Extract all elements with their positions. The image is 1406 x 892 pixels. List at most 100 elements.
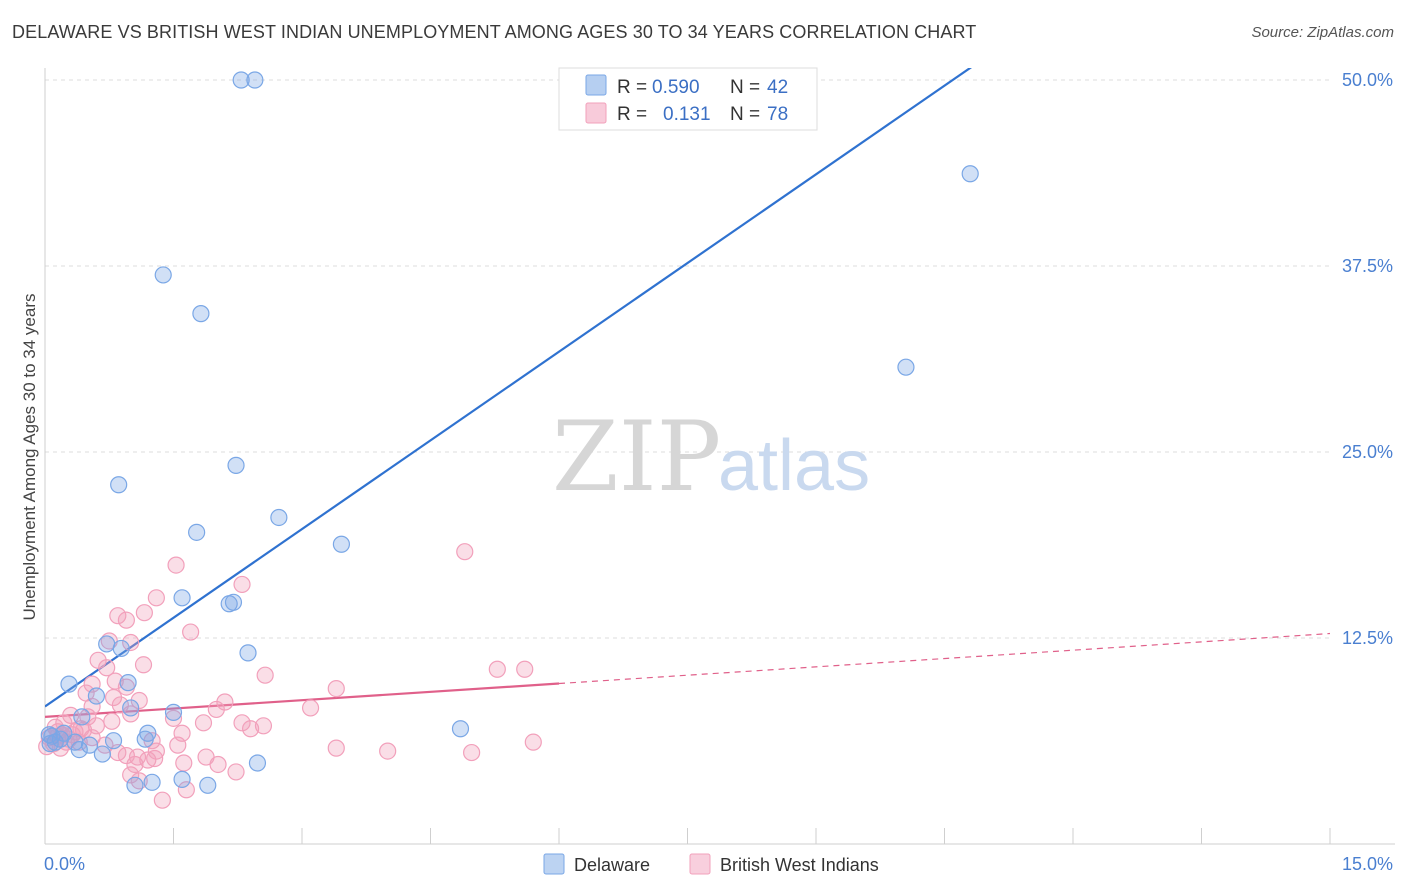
bottom-legend-label-delaware: Delaware bbox=[574, 855, 650, 875]
point-1-59 bbox=[146, 749, 164, 768]
point-0-8 bbox=[270, 508, 288, 527]
point-0-17 bbox=[119, 674, 137, 692]
point-0-11 bbox=[173, 589, 191, 607]
point-1-24 bbox=[83, 697, 101, 716]
point-1-26 bbox=[301, 699, 320, 717]
watermark-zip: ZIP bbox=[552, 401, 721, 513]
point-0-1 bbox=[246, 71, 264, 89]
point-0-30 bbox=[80, 736, 99, 754]
point-1-7 bbox=[182, 623, 200, 641]
point-0-25 bbox=[136, 730, 154, 748]
legend-r-label-bwi: R = bbox=[617, 104, 647, 125]
point-1-14 bbox=[516, 660, 534, 678]
point-1-36 bbox=[233, 714, 251, 732]
point-0-18 bbox=[60, 675, 78, 693]
point-0-5 bbox=[897, 358, 915, 376]
point-1-75 bbox=[74, 721, 93, 739]
point-0-6 bbox=[227, 456, 245, 474]
x-tick-label-1: 15.0% bbox=[1342, 854, 1393, 874]
legend-n-label-bwi: N = bbox=[730, 104, 760, 125]
point-0-4 bbox=[192, 305, 210, 323]
legend-r-value-bwi: 0.131 bbox=[663, 104, 711, 125]
chart-title: DELAWARE VS BRITISH WEST INDIAN UNEMPLOY… bbox=[12, 22, 977, 42]
point-1-6 bbox=[117, 611, 135, 629]
point-1-70 bbox=[177, 781, 195, 799]
point-0-7 bbox=[110, 476, 128, 494]
watermark-atlas: atlas bbox=[718, 426, 870, 506]
point-1-57 bbox=[126, 755, 144, 774]
point-1-27 bbox=[207, 700, 225, 719]
trend-line-dashed-1 bbox=[558, 632, 1330, 685]
y-axis-label: Unemployment Among Ages 30 to 34 years bbox=[20, 294, 39, 621]
legend-swatch-delaware bbox=[585, 74, 607, 96]
point-1-64 bbox=[379, 742, 397, 760]
point-0-20 bbox=[122, 699, 140, 717]
legend-n-value-bwi: 78 bbox=[767, 104, 788, 125]
bottom-legend-swatch-bwi bbox=[689, 853, 711, 875]
legend-n-label-delaware: N = bbox=[730, 77, 760, 98]
point-1-1 bbox=[167, 556, 185, 574]
point-0-0 bbox=[232, 71, 250, 89]
data-points bbox=[38, 71, 979, 809]
point-1-52 bbox=[169, 736, 187, 754]
bottom-legend-swatch-delaware bbox=[543, 853, 565, 875]
point-1-58 bbox=[139, 751, 157, 769]
point-0-36 bbox=[143, 773, 161, 791]
point-0-39 bbox=[248, 754, 267, 772]
trend-lines bbox=[45, 68, 1330, 718]
point-0-34 bbox=[93, 745, 111, 763]
point-1-4 bbox=[135, 604, 153, 622]
y-tick-labels: 12.5% 25.0% 37.5% 50.0% bbox=[1342, 70, 1393, 648]
point-0-16 bbox=[239, 644, 257, 662]
point-1-2 bbox=[233, 575, 251, 594]
point-0-14 bbox=[98, 635, 116, 653]
trend-line-1 bbox=[45, 682, 560, 718]
point-1-67 bbox=[227, 763, 245, 781]
point-0-2 bbox=[961, 165, 979, 183]
point-1-12 bbox=[98, 659, 116, 677]
point-1-11 bbox=[134, 656, 153, 674]
watermark: ZIP atlas bbox=[552, 401, 870, 513]
grid-lines bbox=[45, 79, 1330, 639]
point-1-63 bbox=[327, 739, 345, 757]
point-1-56 bbox=[117, 746, 135, 765]
point-0-15 bbox=[112, 639, 130, 658]
point-0-40 bbox=[40, 726, 58, 744]
point-0-9 bbox=[188, 523, 206, 541]
point-1-3 bbox=[147, 589, 165, 607]
point-0-19 bbox=[87, 687, 106, 705]
point-1-13 bbox=[488, 660, 506, 678]
point-1-71 bbox=[153, 791, 171, 809]
x-tick-label-0: 0.0% bbox=[44, 854, 85, 874]
point-1-60 bbox=[175, 754, 193, 772]
trend-line-0 bbox=[45, 68, 973, 708]
legend-swatch-bwi bbox=[585, 102, 607, 124]
point-0-3 bbox=[154, 266, 172, 284]
point-1-31 bbox=[103, 712, 121, 730]
point-1-37 bbox=[254, 717, 273, 735]
y-tick-label-1: 25.0% bbox=[1342, 442, 1393, 462]
point-0-33 bbox=[66, 733, 84, 751]
point-1-65 bbox=[463, 743, 481, 762]
point-1-0 bbox=[456, 543, 474, 561]
point-1-68 bbox=[122, 766, 140, 784]
point-1-8 bbox=[122, 633, 140, 652]
axes bbox=[44, 68, 1395, 845]
legend-n-value-delaware: 42 bbox=[767, 77, 788, 98]
source-label: Source: ZipAtlas.com bbox=[1251, 24, 1394, 41]
point-0-37 bbox=[173, 770, 191, 788]
legend: R = 0.590 N = 42 R = 0.131 N = 78 bbox=[558, 67, 818, 131]
point-0-21 bbox=[164, 703, 183, 722]
point-1-5 bbox=[109, 607, 127, 625]
legend-r-label-delaware: R = bbox=[617, 77, 647, 98]
point-0-13 bbox=[224, 593, 243, 611]
point-1-28 bbox=[122, 705, 140, 723]
point-1-38 bbox=[242, 720, 260, 738]
point-0-24 bbox=[451, 720, 470, 738]
point-0-41 bbox=[55, 724, 73, 742]
legend-r-value-delaware: 0.590 bbox=[652, 77, 700, 98]
point-1-19 bbox=[327, 679, 345, 698]
point-0-26 bbox=[104, 732, 123, 750]
point-0-22 bbox=[73, 708, 91, 726]
